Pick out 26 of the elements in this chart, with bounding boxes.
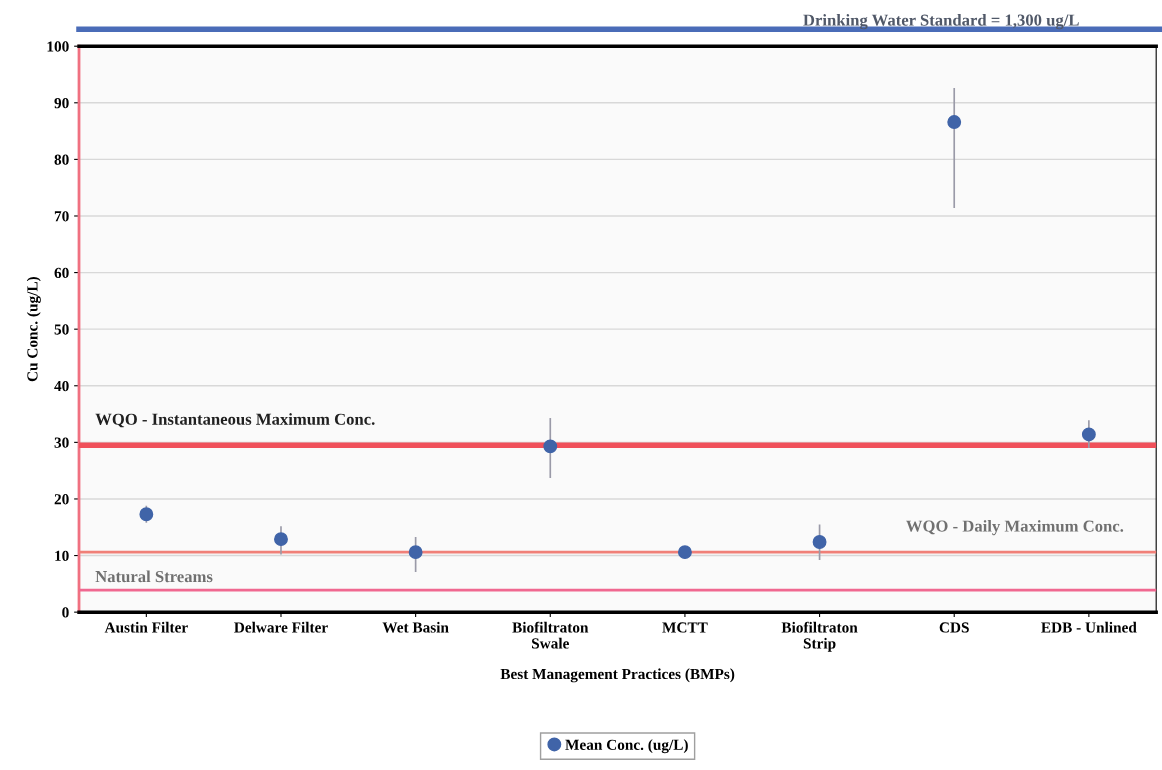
ref-line-label: WQO - Instantaneous Maximum Conc.: [95, 413, 375, 428]
y-tick-label: 70: [54, 211, 69, 222]
x-tick-label: Wet Basin: [382, 621, 449, 633]
x-tick-label: Austin Filter: [104, 621, 188, 633]
x-tick-label: Biofiltraton Strip: [781, 621, 858, 652]
ref-line-label: WQO - Daily Maximum Conc.: [906, 520, 1124, 536]
legend-label: Mean Conc. (ug/L): [565, 739, 688, 754]
y-tick-label: 90: [54, 97, 69, 109]
y-tick-label: 100: [47, 41, 69, 52]
y-tick-label: 40: [54, 380, 69, 392]
y-tick-label: 60: [54, 267, 69, 279]
y-tick-label: 20: [54, 494, 69, 505]
y-tick-label: 0: [62, 607, 69, 618]
x-tick-label: EDB - Unlined: [1041, 621, 1137, 633]
x-tick-label: CDS: [939, 622, 969, 633]
ref-line-label: Natural Streams: [95, 570, 213, 583]
x-tick-label: Biofiltraton Swale: [512, 621, 589, 649]
y-tick-label: 50: [54, 324, 69, 335]
y-tick-label: 30: [54, 437, 69, 448]
y-axis-title: Cu Conc. (ug/L): [26, 277, 41, 382]
x-tick-label: Delware Filter: [234, 621, 328, 633]
x-axis-title: Best Management Practices (BMPs): [500, 668, 735, 683]
text: Drinking Water Standard = 1,300 ug/L: [803, 14, 1079, 30]
x-tick-label: MCTT: [662, 622, 708, 633]
y-tick-label: 80: [54, 154, 69, 165]
y-tick-label: 10: [55, 550, 69, 562]
